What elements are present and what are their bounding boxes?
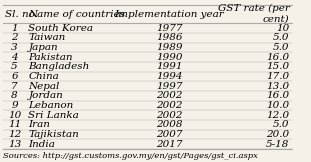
- Text: 2007: 2007: [156, 130, 182, 139]
- Text: 5.0: 5.0: [273, 120, 290, 129]
- Text: 15.0: 15.0: [266, 62, 290, 71]
- Text: 20.0: 20.0: [266, 130, 290, 139]
- Text: 5-18: 5-18: [266, 140, 290, 149]
- Text: 2002: 2002: [156, 111, 182, 120]
- Text: 1989: 1989: [156, 43, 182, 52]
- Text: Iran: Iran: [28, 120, 50, 129]
- Text: Jordan: Jordan: [28, 91, 63, 100]
- Text: Sources: http://gst.customs.gov.my/en/gst/Pages/gst_ci.aspx: Sources: http://gst.customs.gov.my/en/gs…: [3, 152, 258, 160]
- Text: 2002: 2002: [156, 101, 182, 110]
- Text: 17.0: 17.0: [266, 72, 290, 81]
- Text: 16.0: 16.0: [266, 91, 290, 100]
- Text: 3: 3: [11, 43, 18, 52]
- Text: 5.0: 5.0: [273, 43, 290, 52]
- Text: 16.0: 16.0: [266, 53, 290, 62]
- Text: India: India: [28, 140, 55, 149]
- Text: China: China: [28, 72, 59, 81]
- Text: 1991: 1991: [156, 62, 182, 71]
- Text: 1997: 1997: [156, 82, 182, 91]
- Text: 5: 5: [11, 62, 18, 71]
- Text: Lebanon: Lebanon: [28, 101, 74, 110]
- Text: 12.0: 12.0: [266, 111, 290, 120]
- Text: 2002: 2002: [156, 91, 182, 100]
- Text: 1: 1: [11, 24, 18, 33]
- Text: Nepal: Nepal: [28, 82, 60, 91]
- Text: 1986: 1986: [156, 33, 182, 42]
- Text: Bangladesh: Bangladesh: [28, 62, 90, 71]
- Text: Sri Lanka: Sri Lanka: [28, 111, 79, 120]
- Text: 2008: 2008: [156, 120, 182, 129]
- Text: 11: 11: [8, 120, 21, 129]
- Text: South Korea: South Korea: [28, 24, 93, 33]
- Text: 9: 9: [11, 101, 18, 110]
- Text: 4: 4: [11, 53, 18, 62]
- Text: 7: 7: [11, 82, 18, 91]
- Text: 1990: 1990: [156, 53, 182, 62]
- Text: 2017: 2017: [156, 140, 182, 149]
- Text: 6: 6: [11, 72, 18, 81]
- Text: Taiwan: Taiwan: [28, 33, 66, 42]
- Text: 2: 2: [11, 33, 18, 42]
- Text: Name of countries: Name of countries: [28, 10, 126, 18]
- Text: Tajikistan: Tajikistan: [28, 130, 79, 139]
- Text: 8: 8: [11, 91, 18, 100]
- Text: 1994: 1994: [156, 72, 182, 81]
- Text: 12: 12: [8, 130, 21, 139]
- Text: 10: 10: [8, 111, 21, 120]
- Text: 5.0: 5.0: [273, 33, 290, 42]
- Text: Pakistan: Pakistan: [28, 53, 73, 62]
- Text: Sl. no.: Sl. no.: [5, 10, 38, 18]
- Text: 13.0: 13.0: [266, 82, 290, 91]
- Text: Implementation year: Implementation year: [114, 10, 224, 18]
- Text: 13: 13: [8, 140, 21, 149]
- Text: 10.0: 10.0: [266, 101, 290, 110]
- Text: Japan: Japan: [28, 43, 58, 52]
- Text: 1977: 1977: [156, 24, 182, 33]
- Text: 10: 10: [276, 24, 290, 33]
- Text: GST rate (per
cent): GST rate (per cent): [218, 4, 290, 24]
